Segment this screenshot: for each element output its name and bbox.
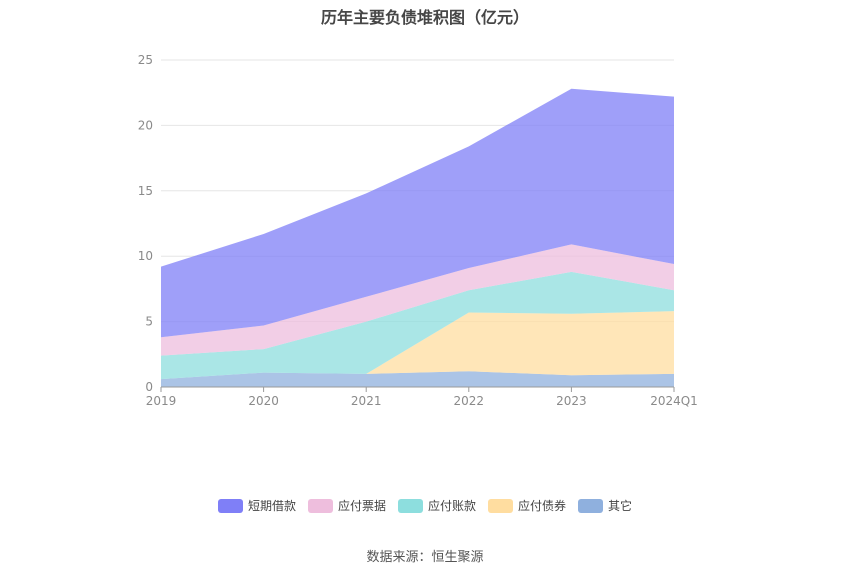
legend-item[interactable]: 应付债券 — [488, 497, 566, 514]
y-tick-label: 0 — [145, 380, 153, 394]
area-其它[interactable] — [161, 371, 674, 387]
legend: 短期借款 应付票据 应付账款 应付债券 其它 — [0, 497, 850, 514]
legend-item[interactable]: 其它 — [578, 497, 632, 514]
legend-item[interactable]: 应付账款 — [397, 497, 476, 514]
legend-swatch — [397, 498, 423, 513]
legend-label: 应付债券 — [518, 499, 567, 513]
x-tick-label: 2021 — [351, 394, 382, 408]
legend-swatch — [578, 498, 604, 513]
x-tick-label: 2019 — [146, 394, 177, 408]
legend-swatch — [488, 498, 513, 513]
x-axis: 2019 2020 2021 2022 2023 2024Q1 — [146, 386, 698, 408]
legend-label: 其它 — [608, 499, 633, 513]
legend-label: 应付票据 — [337, 499, 386, 513]
source-note: 数据来源：恒生聚源 — [366, 550, 484, 565]
legend-swatch — [217, 498, 243, 513]
x-tick-label: 2020 — [248, 394, 279, 408]
chart-title: 历年主要负债堆积图（亿元） — [320, 8, 529, 27]
x-tick-label: 2024Q1 — [650, 394, 698, 408]
legend-label: 应付账款 — [427, 499, 476, 513]
y-tick-label: 15 — [138, 184, 153, 198]
y-tick-label: 25 — [138, 53, 153, 67]
area-短期借款[interactable] — [161, 88, 674, 338]
y-tick-label: 5 — [145, 315, 153, 329]
legend-label: 短期借款 — [247, 499, 296, 513]
legend-item[interactable]: 短期借款 — [217, 497, 296, 514]
series-areas — [161, 88, 674, 387]
x-tick-label: 2022 — [454, 394, 485, 408]
legend-swatch — [307, 498, 333, 513]
y-tick-label: 10 — [138, 249, 153, 263]
area-应付债券[interactable] — [161, 311, 674, 380]
area-应付票据[interactable] — [161, 244, 674, 356]
area-应付账款[interactable] — [161, 271, 674, 380]
y-axis: 0 5 10 15 20 25 — [138, 53, 153, 394]
x-tick-label: 2023 — [556, 394, 587, 408]
y-tick-label: 20 — [138, 118, 153, 132]
legend-item[interactable]: 应付票据 — [307, 497, 386, 514]
